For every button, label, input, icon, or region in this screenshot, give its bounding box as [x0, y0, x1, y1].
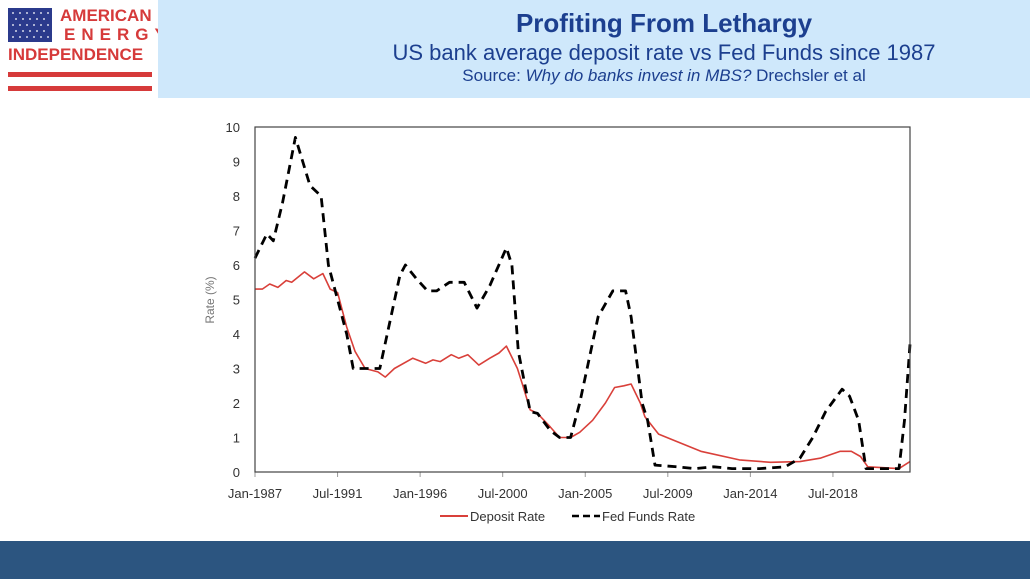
y-tick-label: 1: [233, 431, 240, 446]
deposit-rate-line: [255, 271, 911, 470]
x-tick-label: Jan-2005: [558, 486, 612, 501]
x-tick-label: Jan-2014: [723, 486, 777, 501]
x-tick-label: Jul-2009: [643, 486, 693, 501]
footer-bar: [0, 541, 1030, 579]
source-prefix: Source:: [462, 66, 526, 85]
y-tick-label: 9: [233, 155, 240, 170]
x-tick-label: Jul-1991: [313, 486, 363, 501]
y-tick-label: 8: [233, 189, 240, 204]
y-tick-label: 5: [233, 293, 240, 308]
source-authors: Drechsler et al: [751, 66, 866, 85]
logo-text-energy: ENERGY: [64, 25, 172, 44]
y-tick-label: 10: [226, 120, 240, 135]
source-title: Why do banks invest in MBS?: [525, 66, 752, 85]
x-tick-label: Jan-1996: [393, 486, 447, 501]
y-tick-label: 7: [233, 224, 240, 239]
y-axis-label: Rate (%): [203, 276, 217, 323]
y-tick-label: 4: [233, 327, 240, 342]
page-subtitle: US bank average deposit rate vs Fed Fund…: [392, 40, 936, 65]
rate-chart: 0 1 2 3 4 5 6 7 8 9 10 Jan-1987 Jul-1991 Jan-1996 Jul-…: [203, 120, 912, 524]
legend-deposit-label: Deposit Rate: [470, 509, 545, 524]
page-title: Profiting From Lethargy: [515, 8, 813, 38]
y-tick-label: 6: [233, 258, 240, 273]
y-tick-label: 2: [233, 396, 240, 411]
legend-fed-label: Fed Funds Rate: [602, 509, 695, 524]
plot-frame: [254, 126, 911, 473]
y-tick-label: 3: [233, 362, 240, 377]
fed-funds-rate-line: [253, 136, 912, 470]
us-flag-logo-icon: [8, 8, 152, 91]
source-line: Source: Why do banks invest in MBS? Drec…: [158, 66, 1030, 86]
x-tick-label: Jul-2018: [808, 486, 858, 501]
legend: Deposit Rate Fed Funds Rate: [440, 509, 695, 524]
y-tick-label: 0: [233, 465, 240, 480]
logo-text-independence: INDEPENDENCE: [8, 45, 144, 64]
logo-text-american: AMERICAN: [60, 6, 152, 25]
x-tick-label: Jul-2000: [478, 486, 528, 501]
logo: AMERICAN ENERGY INDEPENDENCE: [6, 6, 166, 94]
header-banner: Profiting From Lethargy US bank average …: [158, 0, 1030, 98]
x-tick-label: Jan-1987: [228, 486, 282, 501]
